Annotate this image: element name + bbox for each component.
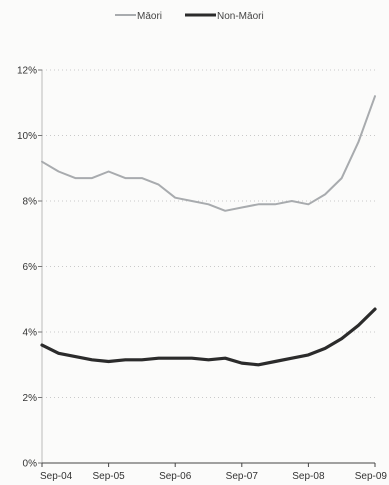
y-tick-label: 12% [17,66,37,77]
chart-series [40,95,377,367]
chart-axes [41,70,375,464]
x-axis-ticks: Sep-04 Sep-05 Sep-06 Sep-07 Sep-08 Sep-09 [40,463,387,482]
y-tick-label: 8% [23,197,38,208]
x-tick-label: Sep-07 [226,471,259,482]
x-tick-label: Sep-05 [92,471,125,482]
legend-label-maori: Māori [137,11,162,22]
series-line-maori [41,95,376,212]
y-tick-label: 6% [23,262,38,273]
x-tick-label: Sep-04 [40,471,73,482]
y-axis-ticks: 0% 2% 4% 6% 8% 10% 12% [17,66,42,470]
y-tick-label: 2% [23,393,38,404]
legend-label-non-maori: Non-Māori [217,11,264,22]
x-tick-label: Sep-08 [292,471,325,482]
chart-legend: Māori Non-Māori [115,11,264,22]
y-tick-label: 10% [17,131,37,142]
series-line-non-maori [40,307,377,367]
y-tick-label: 4% [23,328,38,339]
x-tick-label: Sep-09 [355,471,388,482]
y-tick-label: 0% [23,459,38,470]
x-tick-label: Sep-06 [159,471,192,482]
